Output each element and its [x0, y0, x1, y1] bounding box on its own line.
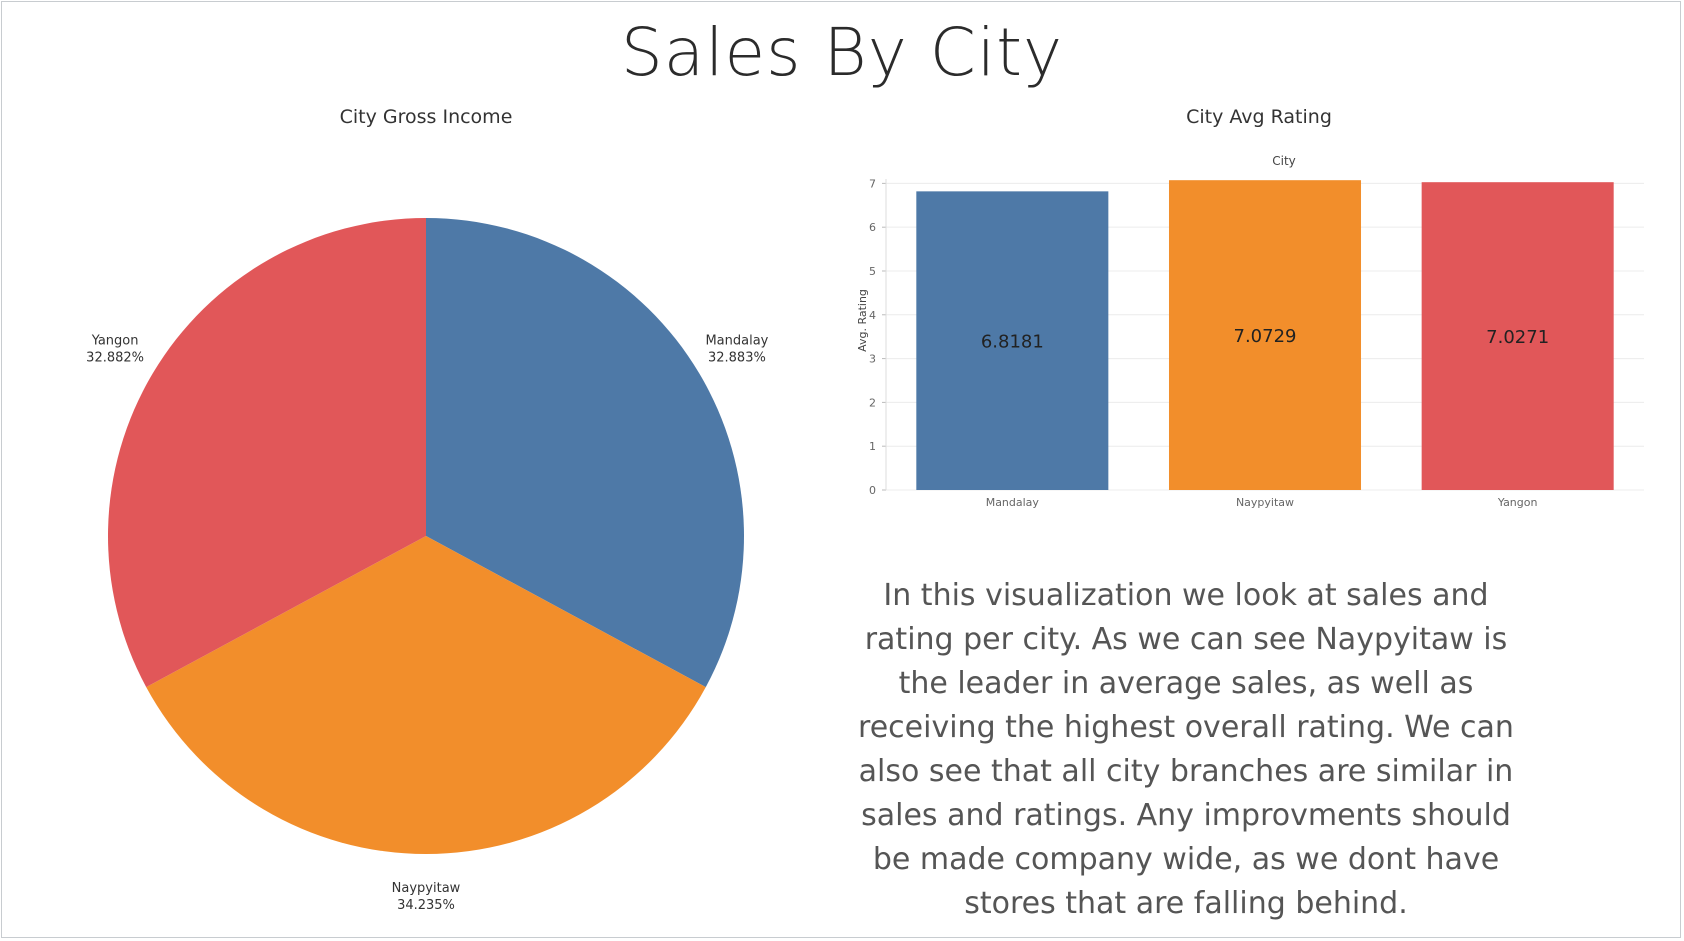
pie-label-city: Naypyitaw — [392, 881, 461, 896]
bar-value-label: 7.0271 — [1486, 327, 1549, 348]
pie-label-city: Mandalay — [705, 334, 768, 349]
pie-label-percent: 32.883% — [708, 351, 766, 366]
pie-label-mandalay: Mandalay 32.883% — [705, 334, 768, 366]
y-tick-label: 7 — [869, 177, 876, 190]
y-axis-label: Avg. Rating — [856, 289, 869, 352]
bar-value-label: 6.8181 — [981, 332, 1044, 353]
bar-naypyitaw — [1168, 180, 1362, 490]
pie-label-percent: 32.882% — [86, 351, 144, 366]
pie-slice-naypyitaw — [146, 536, 706, 854]
bar-mandalay — [916, 191, 1109, 490]
y-tick-label: 5 — [869, 265, 876, 278]
x-tick-label: Yangon — [1497, 496, 1538, 509]
pie-slice-yangon — [107, 218, 426, 688]
y-tick-label: 6 — [869, 221, 876, 234]
bar-column-header: City — [1272, 154, 1296, 168]
y-tick-label: 2 — [869, 396, 876, 409]
pie-label-naypyitaw: Naypyitaw 34.235% — [392, 881, 461, 910]
bar-yangon — [1421, 182, 1614, 490]
pie-label-percent: 34.235% — [397, 898, 455, 910]
x-tick-label: Mandalay — [986, 496, 1040, 509]
pie-label-yangon: Yangon 32.882% — [86, 334, 144, 366]
pie-chart: Mandalay 32.883% Naypyitaw 34.235% Yangon 32.… — [86, 218, 769, 910]
y-tick-label: 1 — [869, 440, 876, 453]
bar-chart-title: City Avg Rating — [1186, 106, 1332, 128]
y-tick-label: 3 — [869, 353, 876, 366]
bar-chart: City 0 1 2 3 4 5 6 7 Avg. Rating 6.8181 Mandalay 7.0… — [856, 154, 1644, 509]
pie-slice-mandalay — [426, 218, 744, 688]
description-text: In this visualization we look at sales a… — [858, 578, 1514, 921]
y-tick-label: 4 — [869, 309, 876, 322]
x-tick-label: Naypyitaw — [1236, 496, 1294, 509]
pie-chart-title: City Gross Income — [339, 106, 513, 128]
pie-label-city: Yangon — [91, 334, 139, 349]
page-title: Sales By City — [620, 14, 1064, 91]
bar-value-label: 7.0729 — [1234, 326, 1297, 347]
y-tick-label: 0 — [869, 484, 876, 497]
